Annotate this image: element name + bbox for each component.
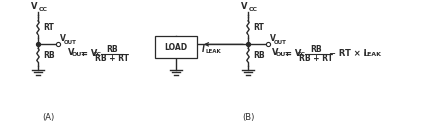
Text: CC: CC [93, 52, 102, 57]
Text: OUT: OUT [72, 52, 86, 57]
Text: V: V [270, 34, 276, 43]
Text: CC: CC [38, 7, 48, 12]
Text: (B): (B) [242, 113, 254, 122]
Text: = V: = V [81, 49, 97, 58]
Text: OUT: OUT [64, 40, 77, 45]
Text: RB + RT: RB + RT [299, 54, 333, 63]
Text: LEAK: LEAK [363, 52, 381, 57]
Text: V: V [272, 48, 279, 57]
Text: V: V [60, 34, 66, 43]
Text: LEAK: LEAK [206, 49, 222, 54]
Text: V: V [68, 48, 75, 57]
Text: OUT: OUT [276, 52, 290, 57]
Text: RB: RB [310, 45, 322, 54]
Text: V: V [240, 2, 247, 11]
Text: V: V [30, 2, 37, 11]
Text: RB: RB [106, 45, 118, 54]
Text: (A): (A) [42, 113, 54, 122]
Text: RB: RB [43, 51, 55, 60]
Text: RB + RT: RB + RT [95, 54, 129, 63]
Text: RT: RT [43, 23, 54, 32]
Text: CC: CC [297, 52, 306, 57]
Text: RT: RT [253, 23, 264, 32]
Text: RB: RB [253, 51, 265, 60]
Bar [155, 36, 197, 58]
Text: I: I [202, 45, 205, 54]
Text: OUT: OUT [274, 40, 287, 45]
Text: CC: CC [248, 7, 258, 12]
Text: − RT × I: − RT × I [329, 49, 367, 58]
Text: LOAD: LOAD [165, 43, 188, 52]
Text: = V: = V [285, 49, 301, 58]
